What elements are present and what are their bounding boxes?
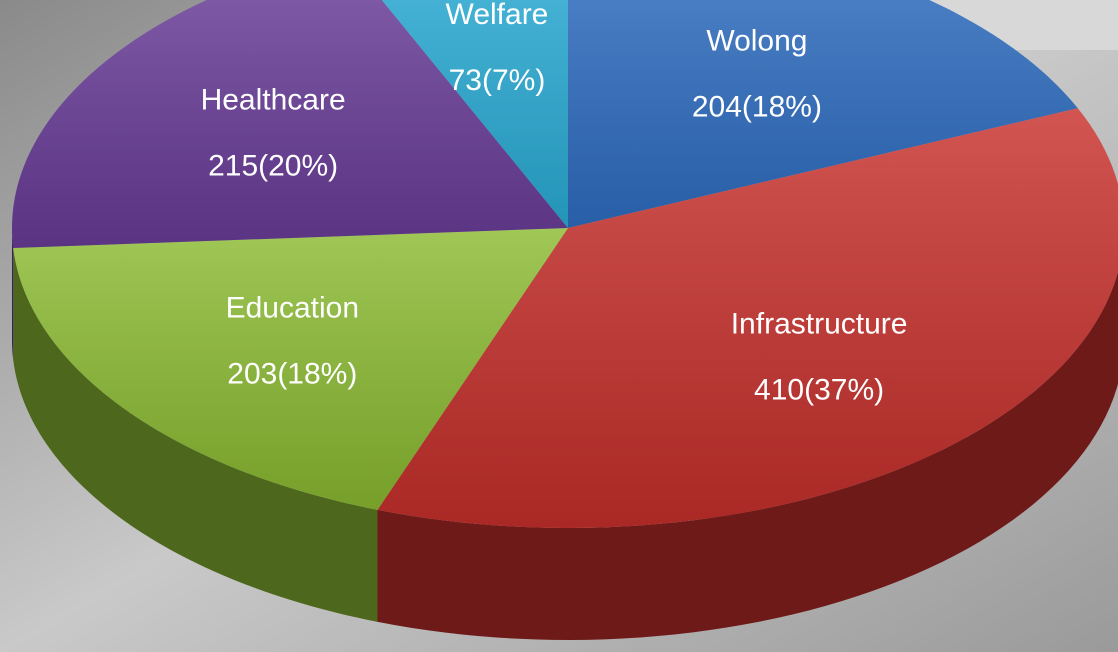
slice-label: Infrastructure: [731, 307, 908, 340]
slice-shade: [568, 0, 1078, 228]
slice-label: Wolong: [706, 24, 807, 57]
slice-side: [13, 248, 378, 622]
slice-shade: [381, 0, 568, 228]
slice-shade: [377, 108, 1118, 528]
slice-value-label: 204(18%): [692, 90, 822, 123]
slice-label: Education: [226, 292, 359, 325]
slice-value-label: 73(7%): [449, 64, 546, 97]
slice-value-label: 203(18%): [227, 358, 357, 391]
slice-label: Welfare: [446, 0, 549, 31]
slice-shade: [13, 228, 569, 510]
slice-value-label: 410(37%): [754, 373, 884, 406]
slice-side: [377, 271, 1118, 640]
slice-shade: [12, 0, 568, 249]
slice-value-label: 215(20%): [208, 150, 338, 183]
slice-side: [12, 228, 14, 361]
slice-label: Healthcare: [201, 84, 346, 117]
